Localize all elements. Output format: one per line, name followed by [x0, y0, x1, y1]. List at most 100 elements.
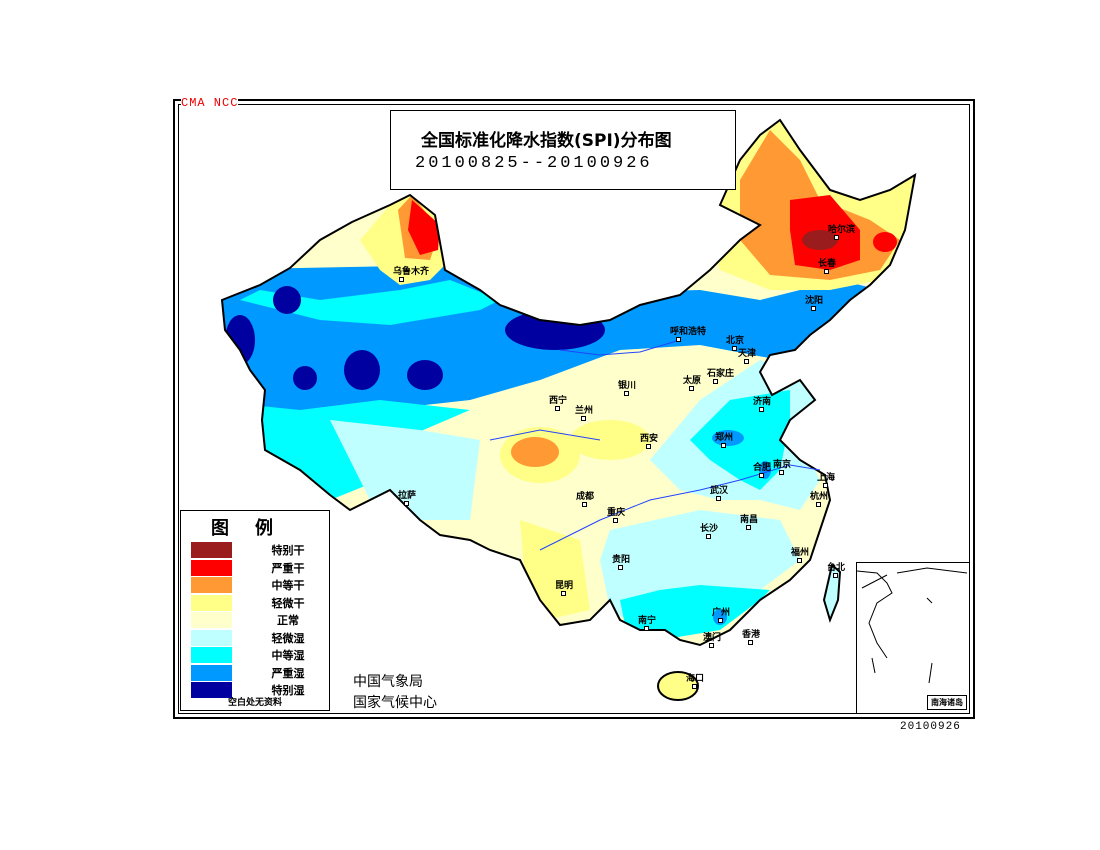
legend-swatch	[191, 542, 232, 558]
city-label: 昆明	[555, 578, 573, 596]
region-severe-dry	[408, 200, 440, 255]
city-label: 长沙	[700, 521, 718, 539]
city-label: 成都	[576, 489, 594, 507]
legend-label: 特别干	[271, 544, 305, 557]
region-severe-wet	[780, 290, 860, 335]
region-severe-dry	[873, 232, 897, 252]
city-label: 太原	[683, 373, 701, 391]
legend-label: 中等干	[271, 579, 305, 592]
city-label: 沈阳	[805, 293, 823, 311]
city-label: 济南	[753, 394, 771, 412]
city-label: 杭州	[810, 489, 828, 507]
legend-swatch	[191, 647, 232, 663]
legend-label: 正常	[277, 614, 299, 627]
legend-label: 特别湿	[271, 684, 305, 697]
city-label: 银川	[618, 378, 636, 396]
south-china-sea-inset: 南海诸岛	[856, 562, 970, 714]
region-moderate-wet	[240, 280, 500, 325]
inset-map	[856, 567, 968, 684]
region-moderate-wet	[620, 585, 770, 640]
region-extreme-wet	[293, 366, 317, 390]
city-label: 香港	[742, 627, 760, 645]
taiwan-island	[822, 563, 842, 624]
city-label: 贵阳	[612, 552, 630, 570]
region-extreme-wet	[407, 360, 443, 390]
city-label: 乌鲁木齐	[393, 264, 429, 282]
region-extreme-wet	[344, 350, 380, 390]
legend: 图例 特别干 严重干 中等干 轻微干 正常 轻微湿 中等湿 严重湿 特别湿 空白…	[180, 510, 330, 711]
city-label: 海口	[686, 671, 704, 689]
legend-item: 中等干	[191, 577, 321, 593]
city-label: 台北	[827, 560, 845, 578]
city-label: 合肥	[753, 460, 771, 478]
map-frame-inner	[178, 104, 970, 714]
city-label: 石家庄	[707, 366, 734, 384]
legend-swatch	[191, 682, 232, 698]
map-period: 20100825--20100926	[415, 154, 653, 173]
legend-item: 严重湿	[191, 665, 321, 681]
legend-item: 轻微干	[191, 595, 321, 611]
region-moderate-dry	[511, 437, 559, 467]
legend-swatch	[191, 595, 232, 611]
legend-swatch	[191, 612, 232, 628]
china-border	[220, 118, 917, 647]
legend-item: 中等湿	[191, 647, 321, 663]
inset-coastline	[856, 567, 968, 659]
city-label: 北京	[726, 333, 744, 351]
region-severe-wet	[712, 430, 744, 446]
city-label: 西安	[640, 431, 658, 449]
agency-ncc: 国家气候中心	[353, 695, 437, 711]
title-box: 全国标准化降水指数(SPI)分布图 20100825--20100926	[390, 110, 736, 190]
city-label: 澳门	[703, 630, 721, 648]
legend-item: 正常	[191, 612, 321, 628]
legend-label: 严重湿	[271, 667, 305, 680]
legend-swatch	[191, 630, 232, 646]
city-label: 福州	[791, 545, 809, 563]
city-label: 重庆	[607, 505, 625, 523]
city-label: 上海	[817, 470, 835, 488]
legend-item: 轻微湿	[191, 630, 321, 646]
legend-note: 空白处无资料	[227, 698, 282, 708]
legend-label: 轻微湿	[271, 632, 305, 645]
legend-swatch	[191, 577, 232, 593]
city-label: 南京	[773, 457, 791, 475]
region-severe-wet	[713, 609, 727, 625]
city-label: 南昌	[740, 512, 758, 530]
city-label: 拉萨	[398, 488, 416, 506]
city-label: 南宁	[638, 613, 656, 631]
city-label: 哈尔滨	[828, 222, 855, 240]
watermark-label: CMA NCC	[181, 96, 239, 110]
legend-label: 严重干	[271, 562, 305, 575]
map-frame-outer	[173, 99, 975, 719]
inset-label: 南海诸岛	[927, 695, 967, 710]
region-extreme-dry	[802, 230, 838, 250]
agency-cma: 中国气象局	[353, 674, 423, 690]
city-label: 郑州	[715, 430, 733, 448]
hainan-island	[657, 671, 699, 701]
legend-title: 图例	[211, 518, 299, 539]
city-label: 天津	[738, 346, 756, 364]
region-extreme-wet	[505, 310, 605, 350]
region-extreme-wet	[273, 286, 301, 314]
city-label: 西宁	[549, 393, 567, 411]
legend-item: 严重干	[191, 560, 321, 576]
legend-label: 中等湿	[271, 649, 305, 662]
datestamp: 20100926	[900, 721, 961, 733]
legend-label: 轻微干	[271, 597, 305, 610]
map-title: 全国标准化降水指数(SPI)分布图	[421, 131, 672, 151]
rivers	[489, 339, 821, 551]
region-slight-dry	[570, 420, 650, 460]
inset-boundary	[861, 574, 933, 684]
legend-item: 特别湿	[191, 682, 321, 698]
city-label: 呼和浩特	[670, 324, 706, 342]
city-label: 兰州	[575, 403, 593, 421]
city-label: 武汉	[710, 483, 728, 501]
legend-swatch	[191, 560, 232, 576]
region-slight-wet	[330, 420, 480, 520]
legend-swatch	[191, 665, 232, 681]
region-extreme-wet	[225, 315, 255, 365]
region-moderate-wet	[222, 400, 470, 500]
legend-item: 特别干	[191, 542, 321, 558]
city-label: 广州	[712, 605, 730, 623]
